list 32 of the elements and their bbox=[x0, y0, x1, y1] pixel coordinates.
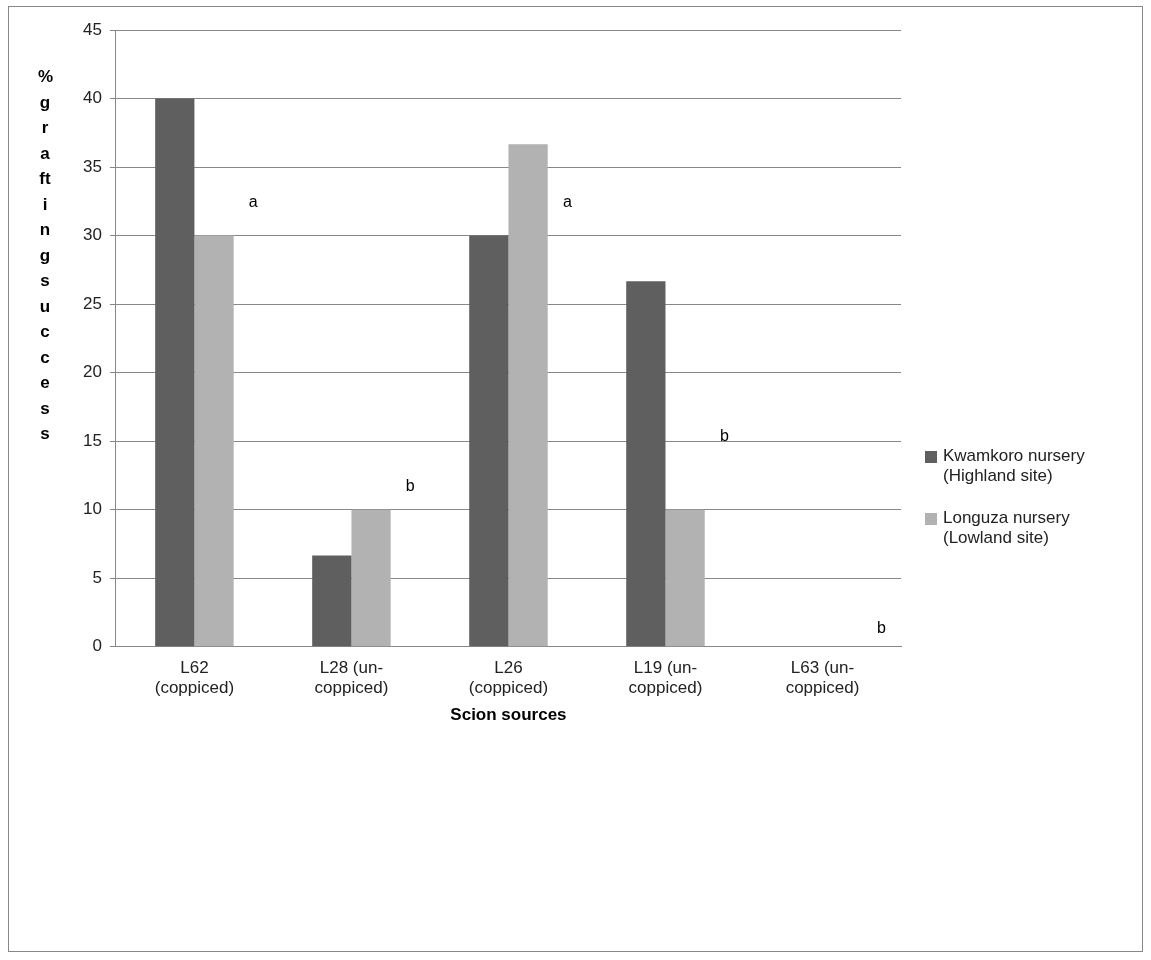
y-tick-label: 10 bbox=[82, 499, 102, 519]
y-tick-label: 5 bbox=[92, 567, 102, 587]
bar bbox=[312, 555, 352, 647]
bar bbox=[626, 281, 666, 647]
bar bbox=[665, 509, 705, 647]
annotation: a bbox=[562, 193, 572, 211]
legend-label: Longuza nursery (Lowland site) bbox=[943, 508, 1071, 548]
x-tick-label: L19 (un-coppiced) bbox=[628, 657, 703, 698]
x-tick-label: L63 (un-coppiced) bbox=[785, 657, 860, 698]
y-tick-label: 45 bbox=[82, 19, 102, 39]
bar bbox=[351, 509, 391, 647]
bar bbox=[194, 235, 234, 647]
x-tick-label: L26 (coppiced) bbox=[468, 657, 549, 698]
y-tick-label: 0 bbox=[92, 636, 102, 656]
y-tick-label: 20 bbox=[82, 362, 102, 382]
annotation: a bbox=[248, 193, 258, 211]
x-tick-label: L28 (un-coppiced) bbox=[314, 657, 389, 698]
annotation: b bbox=[719, 427, 729, 445]
annotation: b bbox=[876, 618, 886, 636]
y-tick-label: 35 bbox=[82, 156, 102, 176]
legend-label: Kwamkoro nursery (Highland site) bbox=[943, 446, 1086, 486]
y-tick-label: 30 bbox=[82, 225, 102, 245]
y-tick-label: 25 bbox=[82, 293, 102, 313]
text: % grafting success bbox=[38, 67, 54, 443]
y-tick-label: 40 bbox=[82, 88, 102, 108]
x-tick-label: L62 (coppiced) bbox=[154, 657, 235, 698]
bar bbox=[469, 235, 509, 647]
annotation: b bbox=[405, 476, 415, 494]
bar bbox=[155, 98, 195, 647]
bar bbox=[508, 144, 548, 647]
x-axis-title: Scion sources bbox=[450, 705, 567, 725]
y-tick-label: 15 bbox=[82, 430, 102, 450]
